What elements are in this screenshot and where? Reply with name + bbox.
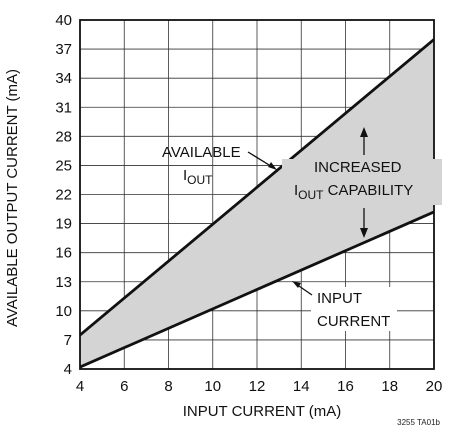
- annotation-increased-out-subscript: OUT: [298, 188, 324, 202]
- annotation-increased-capability-word: CAPABILITY: [324, 182, 414, 199]
- x-axis-title: INPUT CURRENT (mA): [183, 403, 342, 420]
- annotation-increased-up-arrowhead: [360, 127, 368, 137]
- annotation-input-line1: INPUT: [317, 290, 362, 307]
- annotation-input-line2: CURRENT: [317, 313, 390, 330]
- annotation-increased-line2: IOUT CAPABILITY: [294, 182, 413, 202]
- x-tick-label: 14: [293, 378, 310, 395]
- annotation-available-line2: IOUT: [183, 167, 213, 187]
- annotation-available-out-subscript: OUT: [187, 173, 213, 187]
- annotation-increased-down-arrowhead: [360, 228, 368, 238]
- y-tick-label: 40: [55, 12, 72, 29]
- x-tick-label: 10: [204, 378, 221, 395]
- series-line-available-iout: [79, 38, 435, 337]
- y-tick-label: 34: [55, 70, 72, 87]
- x-tick-label: 6: [120, 378, 128, 395]
- x-tick-label: 8: [164, 378, 172, 395]
- increased-capability-region: [80, 39, 434, 368]
- y-tick-label: 22: [55, 187, 72, 204]
- y-tick-label: 7: [64, 332, 72, 349]
- annotation-increased-capability: INCREASED IOUT CAPABILITY: [282, 127, 442, 238]
- annotation-increased-line1: INCREASED: [314, 159, 402, 176]
- annotation-increased-background: [282, 159, 442, 205]
- x-tick-label: 18: [381, 378, 398, 395]
- x-tick-label: 4: [76, 378, 84, 395]
- annotation-input-current: INPUT CURRENT: [292, 281, 397, 331]
- figure-code: 3255 TA01b: [397, 418, 440, 427]
- series-lines: [79, 38, 435, 369]
- x-tick-label: 16: [337, 378, 354, 395]
- x-tick-label: 20: [426, 378, 443, 395]
- annotation-increased-i: I: [294, 182, 298, 199]
- y-tick-label: 28: [55, 128, 72, 145]
- y-tick-label: 13: [55, 274, 72, 291]
- x-tick-label: 12: [249, 378, 266, 395]
- series-line-input-current: [79, 210, 435, 369]
- annotation-input-arrowhead: [292, 281, 301, 288]
- y-tick-label: 31: [55, 99, 72, 116]
- annotation-available-iout: AVAILABLE IOUT: [162, 144, 277, 187]
- y-tick-label: 37: [55, 41, 72, 58]
- annotation-available-i: I: [183, 167, 187, 184]
- annotation-available-line1: AVAILABLE: [162, 144, 241, 161]
- y-tick-label: 16: [55, 245, 72, 262]
- annotation-available-arrowhead: [268, 162, 277, 170]
- y-tick-label: 19: [55, 216, 72, 233]
- y-tick-label: 10: [55, 303, 72, 320]
- y-tick-labels: 4 7 10 13 16 19 22 25 28 31 34 37 40: [55, 12, 72, 378]
- y-tick-label: 4: [64, 361, 72, 378]
- annotation-input-background: [311, 287, 397, 331]
- x-tick-labels: 4 6 8 10 12 14 16 18 20: [76, 378, 443, 395]
- y-tick-label: 25: [55, 157, 72, 174]
- y-axis-title: AVAILABLE OUTPUT CURRENT (mA): [4, 69, 21, 327]
